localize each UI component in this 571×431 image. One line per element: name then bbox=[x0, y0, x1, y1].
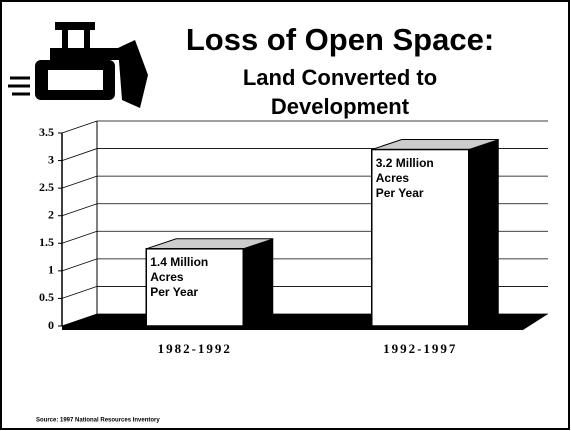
y-tick-label: 3.5 bbox=[39, 125, 54, 139]
bar-side bbox=[468, 139, 499, 326]
y-tick-label: 3 bbox=[48, 152, 54, 166]
y-tick-label: 2 bbox=[48, 207, 54, 221]
chart-subtitle: Land Converted to bbox=[243, 65, 437, 90]
chart-subtitle: Development bbox=[271, 94, 410, 119]
y-tick-label: 0 bbox=[48, 318, 54, 332]
value-label-box: 3.2 Million Acres Per Year bbox=[375, 155, 434, 200]
bulldozer-icon bbox=[8, 22, 148, 108]
y-tick-label: 1.5 bbox=[39, 235, 54, 249]
y-tick-label: 1 bbox=[48, 263, 54, 277]
value-label-box: 1.4 Million Acres Per Year bbox=[150, 254, 209, 299]
bar bbox=[145, 248, 244, 327]
bar bbox=[371, 148, 470, 327]
x-tick-label: 1992-1997 bbox=[383, 341, 457, 356]
chart-title: Loss of Open Space: bbox=[186, 22, 494, 57]
x-tick-label: 1982-1992 bbox=[158, 341, 232, 356]
value-label: 3.2 Million Acres Per Year bbox=[375, 155, 434, 200]
grid-line bbox=[61, 120, 548, 134]
y-tick-label: 2.5 bbox=[39, 180, 54, 194]
y-tick-label: 0.5 bbox=[39, 290, 54, 304]
bar-side bbox=[243, 238, 274, 326]
source-note: Source: 1997 National Resources Inventor… bbox=[36, 418, 160, 424]
value-label: 1.4 Million Acres Per Year bbox=[150, 254, 209, 299]
